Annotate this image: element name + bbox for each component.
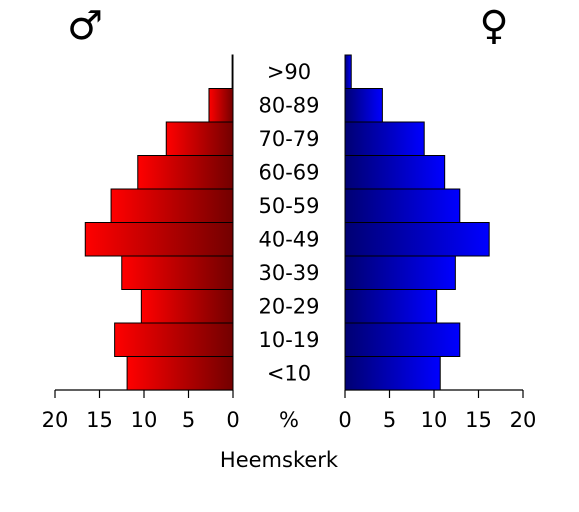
bar-female	[344, 255, 456, 290]
bar-male	[231, 54, 234, 89]
category-label: 10-19	[258, 328, 319, 352]
bar-male	[110, 188, 234, 223]
x-tick-label: 20	[42, 408, 69, 432]
category-label: 70-79	[258, 127, 319, 151]
x-tick-label: 5	[182, 408, 195, 432]
x-tick-label: 0	[226, 408, 239, 432]
category-label: 60-69	[258, 160, 319, 184]
legend-male: ♂	[67, 3, 103, 49]
x-tick-label: 10	[421, 408, 448, 432]
category-label: <10	[267, 361, 311, 385]
bar-male	[121, 255, 234, 290]
bar-male	[84, 222, 234, 257]
bar-female	[344, 289, 438, 324]
bar-female	[344, 322, 461, 357]
bar-female	[344, 222, 490, 257]
bar-male	[165, 121, 234, 156]
x-tick-label: 10	[131, 408, 158, 432]
legend-female: ♀	[479, 3, 508, 49]
chart-title: Heemskerk	[220, 448, 339, 472]
bar-female	[344, 356, 441, 391]
category-label: 40-49	[258, 227, 319, 251]
category-label: 20-29	[258, 294, 319, 318]
bar-male	[208, 88, 234, 123]
category-label: 80-89	[258, 93, 319, 117]
bar-male	[137, 155, 234, 190]
x-tick-label: 15	[86, 408, 113, 432]
bar-female	[344, 188, 461, 223]
category-label: 30-39	[258, 261, 319, 285]
x-tick-label: 0	[338, 408, 351, 432]
bar-male	[140, 289, 234, 324]
bar-female	[344, 88, 383, 123]
bar-male	[126, 356, 234, 391]
bar-female	[344, 54, 352, 89]
category-label: 50-59	[258, 194, 319, 218]
bar-female	[344, 155, 446, 190]
category-label: >90	[267, 60, 311, 84]
x-tick-label: 5	[383, 408, 396, 432]
x-tick-label: 15	[465, 408, 492, 432]
x-tick-label: 20	[510, 408, 537, 432]
bar-male	[114, 322, 234, 357]
bar-female	[344, 121, 425, 156]
x-axis-label: %	[279, 408, 299, 432]
